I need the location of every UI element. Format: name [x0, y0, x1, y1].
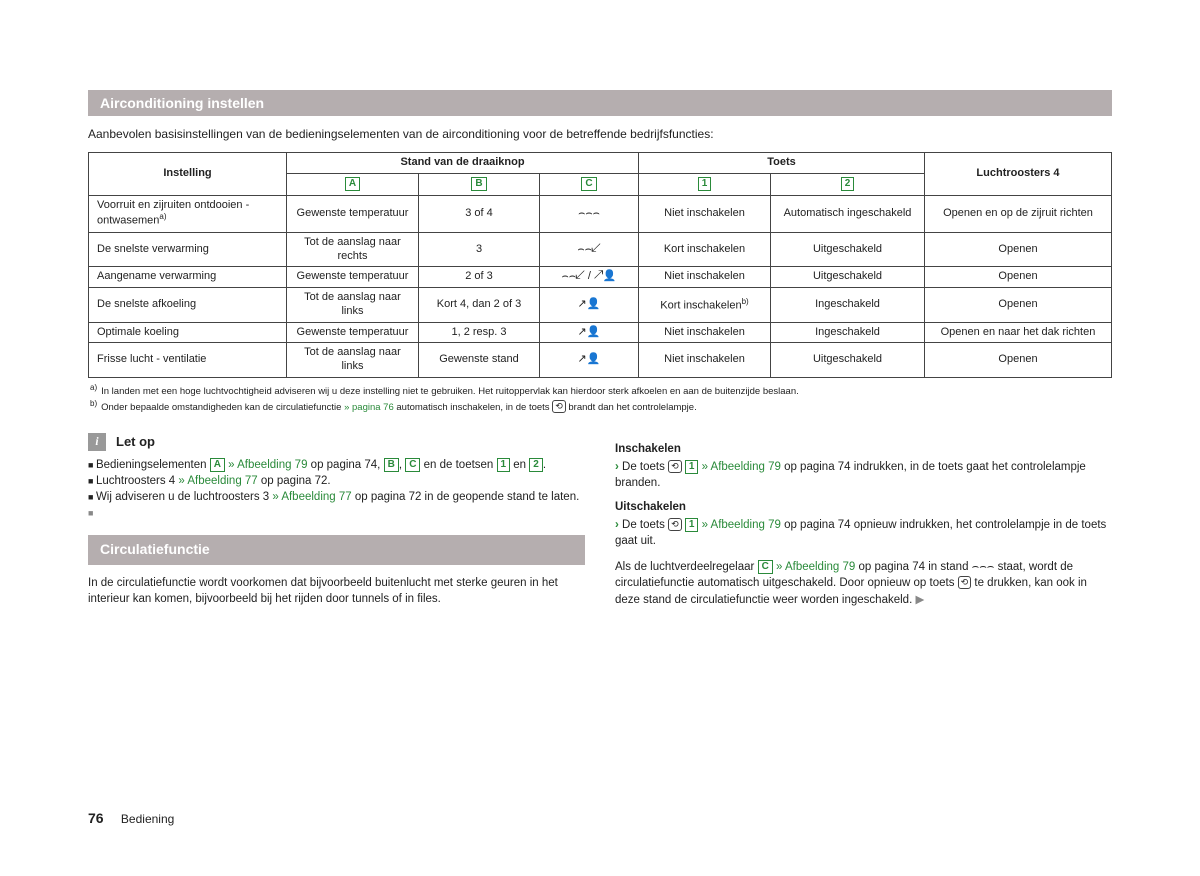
th-lucht: Luchtroosters 4 [925, 153, 1112, 196]
th-instelling: Instelling [89, 153, 287, 196]
table-row: Voorruit en zijruiten ontdooien - ontwas… [89, 195, 1112, 232]
footnotes: a)In landen met een hoge luchtvochtighei… [90, 382, 1112, 415]
uitsch-header: Uitschakelen [615, 499, 1112, 515]
th-toets: Toets [639, 153, 925, 174]
table-row: Optimale koelingGewenste temperatuur1, 2… [89, 322, 1112, 343]
th-B: B [419, 173, 540, 195]
intro-text: Aanbevolen basisinstellingen van de bedi… [88, 126, 1112, 142]
insch-header: Inschakelen [615, 441, 1112, 457]
section-header-ac: Airconditioning instellen [88, 90, 1112, 116]
footer-section: Bediening [121, 812, 174, 826]
info-icon: i [88, 433, 106, 451]
recirc-icon: ⟲ [552, 400, 566, 413]
table-row: De snelste verwarmingTot de aanslag naar… [89, 232, 1112, 267]
th-2: 2 [771, 173, 925, 195]
page-number: 76 [88, 810, 104, 826]
insch-text: De toets ⟲ 1 » Afbeelding 79 op pagina 7… [615, 459, 1112, 491]
th-A: A [287, 173, 419, 195]
table-row: Aangename verwarmingGewenste temperatuur… [89, 267, 1112, 288]
th-1: 1 [639, 173, 771, 195]
circ-para2: Als de luchtverdeelregelaar C » Afbeeldi… [615, 559, 1112, 607]
section-header-circ: Circulatiefunctie [88, 535, 585, 565]
th-stand: Stand van de draaiknop [287, 153, 639, 174]
settings-table: Instelling Stand van de draaiknop Toets … [88, 152, 1112, 378]
table-row: De snelste afkoelingTot de aanslag naar … [89, 288, 1112, 323]
letop-title: Let op [116, 433, 155, 451]
left-column: i Let op Bedieningselementen A » Afbeeld… [88, 433, 585, 608]
th-C: C [540, 173, 639, 195]
letop-list: Bedieningselementen A » Afbeelding 79 op… [88, 457, 585, 521]
circ-para: In de circulatiefunctie wordt voorkomen … [88, 575, 585, 607]
uitsch-text: De toets ⟲ 1 » Afbeelding 79 op pagina 7… [615, 517, 1112, 549]
table-row: Frisse lucht - ventilatieTot de aanslag … [89, 343, 1112, 378]
right-column: Inschakelen De toets ⟲ 1 » Afbeelding 79… [615, 433, 1112, 608]
page-footer: 76 Bediening [88, 810, 174, 826]
